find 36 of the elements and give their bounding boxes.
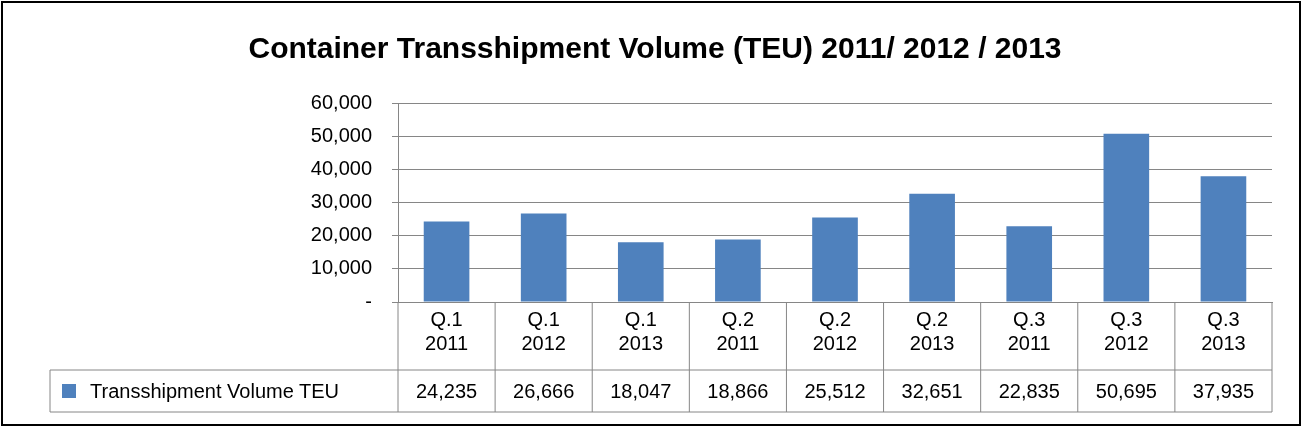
y-tick-label: 60,000 [310,90,372,113]
data-label: 26,666 [513,379,575,402]
data-label: 32,651 [901,379,963,402]
x-tick-label: Q.1 2013 [618,307,664,354]
x-tick-label: Q.3 2013 [1201,307,1246,354]
x-tick-label: Q.2 2012 [812,307,858,354]
data-label: 25,512 [804,379,866,402]
bar [1200,176,1247,302]
y-tick-label: 50,000 [310,123,372,146]
data-label: 37,935 [1192,379,1255,402]
x-tick-label: Q.2 2013 [909,307,955,354]
bar [1006,226,1053,302]
data-label: 50,695 [1095,379,1157,402]
bar [617,242,664,302]
y-tick-label: - [365,289,372,312]
data-label: 18,047 [610,379,672,402]
bar [1103,133,1150,302]
y-tick-label: 20,000 [310,223,372,246]
data-label: 18,866 [707,379,769,402]
bar [909,193,955,302]
x-tick-label: Q.2 2011 [716,307,760,354]
y-tick-label: 10,000 [310,256,372,279]
bar [423,221,470,302]
y-tick-label: 30,000 [310,190,372,213]
legend-label: Transshipment Volume TEU [90,379,339,402]
bar [715,239,761,302]
data-label: 22,835 [998,379,1060,402]
bar [520,213,567,302]
x-tick-label: Q.1 2012 [521,307,566,354]
bar [812,217,858,302]
y-tick-label: 40,000 [310,156,372,179]
x-tick-label: Q.3 2012 [1104,307,1149,354]
data-label: 24,235 [415,379,478,402]
chart-title: Container Transshipment Volume (TEU) 2011/ 2012 / 2013 [248,31,1062,65]
x-tick-label: Q.1 2011 [425,307,469,354]
x-tick-label: Q.3 2011 [1007,307,1051,354]
